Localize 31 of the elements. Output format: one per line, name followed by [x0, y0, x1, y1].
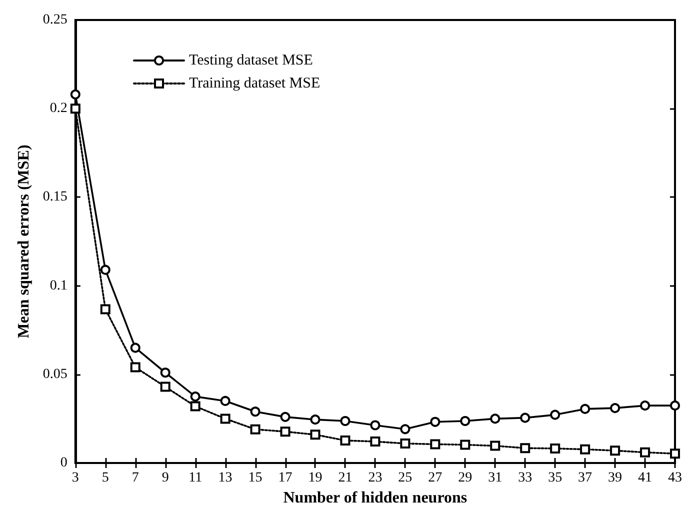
x-tick-label: 19 — [308, 470, 322, 486]
y-tick-label: 0.1 — [50, 278, 68, 294]
legend-label: Training dataset MSE — [189, 76, 320, 92]
y-axis-title: Mean squared errors (MSE) — [16, 144, 32, 338]
x-tick-label: 43 — [668, 470, 682, 486]
x-tick-label: 3 — [72, 470, 79, 486]
x-tick-label: 25 — [398, 470, 412, 486]
x-tick-label: 11 — [188, 470, 202, 486]
x-tick-label: 27 — [428, 470, 442, 486]
y-tick-label: 0.2 — [50, 101, 68, 116]
x-tick-label: 17 — [278, 470, 292, 486]
x-tick-label: 15 — [248, 470, 262, 486]
x-tick-label: 31 — [488, 470, 502, 486]
x-tick-label: 39 — [608, 470, 622, 486]
x-tick-label: 35 — [548, 470, 562, 486]
x-tick-label: 5 — [102, 470, 109, 486]
x-tick-label: 29 — [458, 470, 472, 486]
x-tick-label: 41 — [638, 470, 652, 486]
x-tick-label: 13 — [218, 470, 232, 486]
x-axis-title: Number of hidden neurons — [283, 489, 468, 506]
y-tick-label: 0.05 — [42, 366, 68, 382]
x-tick-label: 33 — [518, 470, 532, 486]
x-tick-label: 21 — [338, 470, 352, 486]
y-tick-label: 0.25 — [42, 12, 68, 28]
y-tick-label: 0.15 — [42, 190, 68, 205]
x-tick-label: 9 — [162, 470, 169, 486]
y-tick-label: 0 — [60, 456, 68, 470]
legend-label: Testing dataset MSE — [189, 52, 313, 68]
x-tick-label: 37 — [578, 470, 592, 486]
x-tick-label: 7 — [132, 470, 139, 486]
x-tick-label: 23 — [368, 470, 382, 486]
